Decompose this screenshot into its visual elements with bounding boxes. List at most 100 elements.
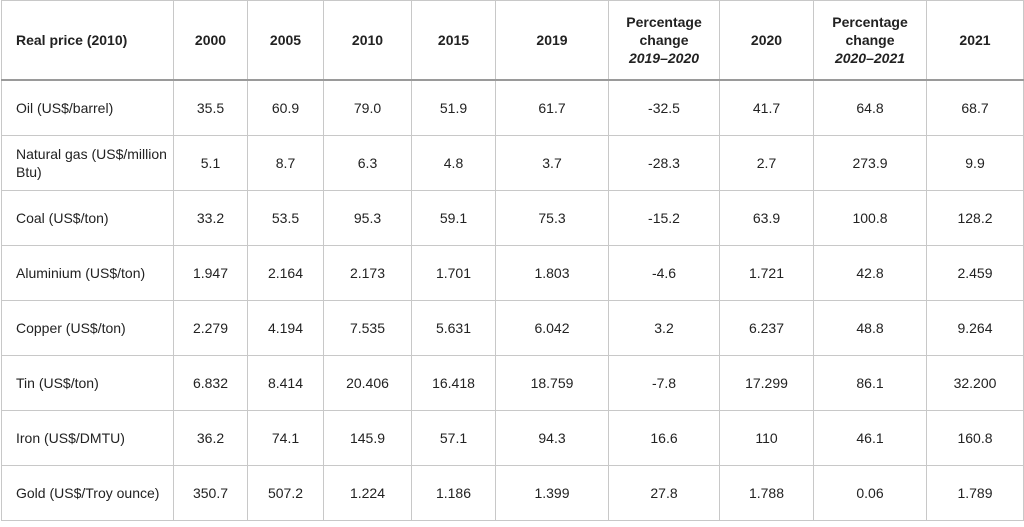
- cell: 36.2: [173, 410, 248, 466]
- cell: 350.7: [173, 465, 248, 521]
- row-label: Oil (US$/barrel): [1, 79, 174, 136]
- cell: 1.721: [719, 245, 814, 301]
- cell: 4.194: [247, 300, 324, 356]
- row-label: Aluminium (US$/ton): [1, 245, 174, 301]
- row-label: Tin (US$/ton): [1, 355, 174, 411]
- cell: 46.1: [813, 410, 927, 466]
- cell: 145.9: [323, 410, 412, 466]
- cell: 79.0: [323, 79, 412, 136]
- cell: 160.8: [926, 410, 1024, 466]
- header-text: 2005: [269, 32, 302, 48]
- column-header: 2000: [173, 0, 248, 81]
- cell: 94.3: [495, 410, 609, 466]
- cell: 1.788: [719, 465, 814, 521]
- column-header: Percentage change 2020–2021: [813, 0, 927, 81]
- cell: 4.8: [411, 135, 496, 191]
- header-label: Real price (2010): [1, 0, 174, 81]
- cell: 5.1: [173, 135, 248, 191]
- cell: 1.701: [411, 245, 496, 301]
- cell: 57.1: [411, 410, 496, 466]
- cell: 16.6: [608, 410, 720, 466]
- cell: 35.5: [173, 79, 248, 136]
- cell: 20.406: [323, 355, 412, 411]
- column-header: 2010: [323, 0, 412, 81]
- cell: 273.9: [813, 135, 927, 191]
- row-label: Gold (US$/Troy ounce): [1, 465, 174, 521]
- cell: 59.1: [411, 190, 496, 246]
- cell: 1.186: [411, 465, 496, 521]
- table-row: Tin (US$/ton) 6.832 8.414 20.406 16.418 18.75…: [1, 355, 1024, 411]
- cell: 48.8: [813, 300, 927, 356]
- column-header: 2020: [719, 0, 814, 81]
- cell: 18.759: [495, 355, 609, 411]
- table-row: Gold (US$/Troy ounce) 350.7 507.2 1.224 1.18…: [1, 465, 1024, 521]
- cell: 53.5: [247, 190, 324, 246]
- cell: 1.224: [323, 465, 412, 521]
- row-label: Copper (US$/ton): [1, 300, 174, 356]
- cell: 8.7: [247, 135, 324, 191]
- cell: 5.631: [411, 300, 496, 356]
- cell: 3.7: [495, 135, 609, 191]
- cell: 63.9: [719, 190, 814, 246]
- cell: 2.459: [926, 245, 1024, 301]
- cell: 74.1: [247, 410, 324, 466]
- header-row: Real price (2010) 2000 2005 2010 2015 2019 Pe…: [1, 0, 1024, 81]
- cell: 1.789: [926, 465, 1024, 521]
- header-period: 2019–2020: [628, 50, 700, 66]
- cell: 75.3: [495, 190, 609, 246]
- cell: 1.399: [495, 465, 609, 521]
- cell: 9.264: [926, 300, 1024, 356]
- cell: 2.279: [173, 300, 248, 356]
- cell: 6.237: [719, 300, 814, 356]
- cell: -28.3: [608, 135, 720, 191]
- cell: 95.3: [323, 190, 412, 246]
- cell: 6.832: [173, 355, 248, 411]
- cell: -4.6: [608, 245, 720, 301]
- column-header: Percentage change 2019–2020: [608, 0, 720, 81]
- column-header: 2019: [495, 0, 609, 81]
- cell: 3.2: [608, 300, 720, 356]
- cell: 110: [719, 410, 814, 466]
- table-row: Aluminium (US$/ton) 1.947 2.164 2.173 1.701 1…: [1, 245, 1024, 301]
- cell: 1.803: [495, 245, 609, 301]
- header-text: Percentage change: [626, 14, 702, 48]
- row-label: Iron (US$/DMTU): [1, 410, 174, 466]
- cell: 27.8: [608, 465, 720, 521]
- table-row: Coal (US$/ton) 33.2 53.5 95.3 59.1 75.3 -15.2 6…: [1, 190, 1024, 246]
- column-header: 2005: [247, 0, 324, 81]
- cell: 41.7: [719, 79, 814, 136]
- cell: 86.1: [813, 355, 927, 411]
- cell: 2.7: [719, 135, 814, 191]
- cell: 1.947: [173, 245, 248, 301]
- row-label: Natural gas (US$/million Btu): [1, 135, 174, 191]
- cell: 17.299: [719, 355, 814, 411]
- table-row: Copper (US$/ton) 2.279 4.194 7.535 5.631 6.04…: [1, 300, 1024, 356]
- column-header: 2021: [926, 0, 1024, 81]
- cell: 8.414: [247, 355, 324, 411]
- header-text: 2000: [194, 32, 227, 48]
- cell: 507.2: [247, 465, 324, 521]
- header-period: 2020–2021: [834, 50, 906, 66]
- cell: 2.164: [247, 245, 324, 301]
- cell: 9.9: [926, 135, 1024, 191]
- table-row: Natural gas (US$/million Btu) 5.1 8.7 6.3 4.…: [1, 135, 1024, 191]
- cell: 6.3: [323, 135, 412, 191]
- cell: 61.7: [495, 79, 609, 136]
- cell: 33.2: [173, 190, 248, 246]
- header-text: 2020: [750, 32, 783, 48]
- cell: 2.173: [323, 245, 412, 301]
- cell: -32.5: [608, 79, 720, 136]
- cell: 0.06: [813, 465, 927, 521]
- header-text: 2021: [959, 32, 991, 48]
- cell: 51.9: [411, 79, 496, 136]
- cell: 68.7: [926, 79, 1024, 136]
- header-text: Percentage change: [832, 14, 908, 48]
- cell: -15.2: [608, 190, 720, 246]
- cell: 128.2: [926, 190, 1024, 246]
- cell: -7.8: [608, 355, 720, 411]
- column-header: 2015: [411, 0, 496, 81]
- table-row: Oil (US$/barrel) 35.5 60.9 79.0 51.9 61.7 -32.…: [1, 79, 1024, 136]
- table-body: Oil (US$/barrel) 35.5 60.9 79.0 51.9 61.7 -32.…: [1, 79, 1024, 521]
- cell: 64.8: [813, 79, 927, 136]
